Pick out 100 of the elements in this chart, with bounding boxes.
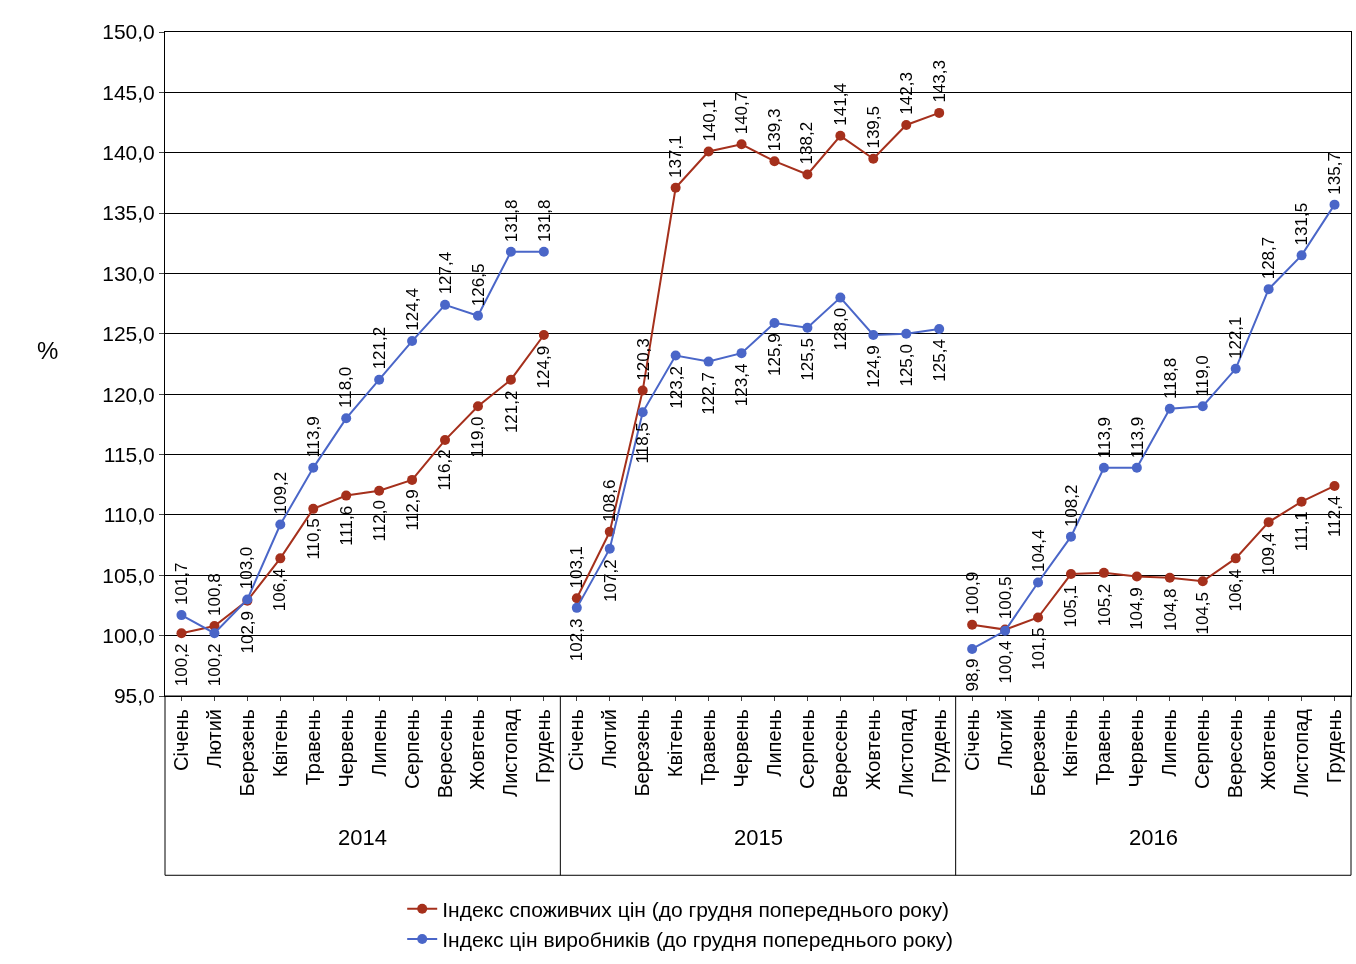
point [703, 146, 714, 157]
point [1296, 496, 1307, 507]
data-label: 124,9 [863, 345, 883, 388]
data-label: 100,9 [962, 571, 982, 615]
x-tick-label: Травень [1092, 709, 1115, 786]
point [1131, 462, 1142, 473]
point [637, 407, 648, 418]
data-label: 121,2 [501, 390, 521, 434]
data-label: 111,6 [336, 505, 356, 546]
point [374, 485, 385, 496]
point [901, 119, 912, 130]
point [769, 156, 780, 167]
point [868, 153, 879, 164]
y-tick-label: 145,0 [102, 80, 155, 104]
point [1263, 517, 1274, 528]
point [538, 330, 549, 341]
point [1329, 480, 1340, 491]
data-label: 125,0 [896, 344, 916, 387]
data-label: 108,2 [1061, 484, 1081, 528]
data-label: 101,7 [171, 562, 191, 606]
data-label: 126,5 [468, 263, 488, 307]
y-tick-label: 140,0 [102, 141, 155, 165]
data-label: 108,6 [600, 479, 620, 523]
point [1296, 250, 1307, 261]
point [308, 503, 319, 514]
x-tick-label: Грудень [1323, 709, 1346, 784]
x-tick-label: Серпень [1191, 709, 1214, 790]
x-tick-label: Червень [730, 709, 753, 788]
data-label: 118,5 [632, 422, 652, 464]
point [472, 310, 483, 321]
data-label: 142,3 [896, 72, 916, 115]
legend-label: Індекс цін виробників (до грудня попереднього року) [442, 928, 954, 952]
point [1065, 569, 1076, 580]
x-tick-label: Лютий [598, 709, 621, 769]
x-tick-label: Жовтень [861, 709, 884, 791]
y-tick-label: 125,0 [102, 322, 155, 346]
y-tick-label: 110,0 [103, 503, 155, 527]
x-tick-label: Листопад [1290, 708, 1313, 797]
y-tick-label: 115,0 [103, 442, 155, 466]
point [407, 474, 418, 485]
x-tick-label: Лютий [202, 709, 225, 769]
point [670, 350, 681, 361]
point [1164, 403, 1175, 414]
point [868, 330, 879, 341]
point [1065, 531, 1076, 542]
x-tick-label: Липень [1158, 709, 1181, 777]
x-tick-label: Червень [1125, 709, 1148, 788]
point [407, 336, 418, 347]
text: 2016 [1129, 825, 1178, 850]
data-label: 135,7 [1325, 152, 1345, 195]
data-label: 140,7 [731, 91, 751, 135]
point [505, 374, 516, 385]
data-label: 103,1 [567, 545, 587, 589]
data-label: 107,2 [600, 559, 620, 602]
data-label: 112,9 [402, 489, 422, 531]
point [802, 322, 813, 333]
data-label: 119,0 [468, 416, 488, 458]
data-label: 105,1 [1061, 584, 1081, 628]
data-label: 102,9 [238, 610, 258, 654]
x-tick-label: Жовтень [1257, 709, 1280, 791]
point [1329, 199, 1340, 210]
point [1197, 401, 1208, 412]
data-label: 104,5 [1192, 592, 1212, 635]
data-label: 100,4 [995, 640, 1015, 684]
data-label: 112,0 [369, 500, 389, 542]
x-tick-label: Липень [367, 709, 390, 777]
x-tick-label: Грудень [532, 709, 555, 784]
x-tick-label: Листопад [894, 708, 917, 797]
point [538, 246, 549, 257]
point [440, 299, 451, 310]
x-tick-label: Квітень [664, 709, 687, 778]
x-tick-label: Листопад [499, 708, 522, 797]
point [703, 356, 714, 367]
point [802, 169, 813, 180]
data-label: 128,7 [1258, 236, 1278, 280]
point [967, 643, 978, 654]
data-label: 131,8 [501, 199, 521, 243]
x-tick-label: Березень [1026, 709, 1049, 797]
x-tick-label: Квітень [1059, 709, 1082, 778]
data-label: 109,4 [1258, 532, 1278, 576]
data-label: 113,9 [303, 416, 323, 458]
x-tick-label: Серпень [400, 709, 423, 790]
data-label: 103,0 [237, 546, 257, 590]
y-tick-label: 130,0 [102, 261, 155, 285]
x-tick-label: Березень [235, 709, 258, 797]
text: 2015 [734, 825, 783, 850]
point [1098, 462, 1109, 473]
data-label: 106,4 [1225, 569, 1245, 612]
data-label: 139,5 [864, 106, 884, 149]
x-tick-label: Січень [960, 709, 983, 771]
point [1033, 577, 1044, 588]
point [1098, 567, 1109, 578]
data-label: 141,4 [831, 83, 851, 126]
x-tick-label: Вересень [1224, 709, 1247, 799]
data-label: 139,3 [764, 108, 784, 152]
point [934, 107, 945, 118]
x-tick-label: Квітень [268, 709, 291, 778]
point [1033, 612, 1044, 623]
data-label: 113,9 [1127, 416, 1147, 459]
x-tick-label: Травень [697, 709, 720, 786]
